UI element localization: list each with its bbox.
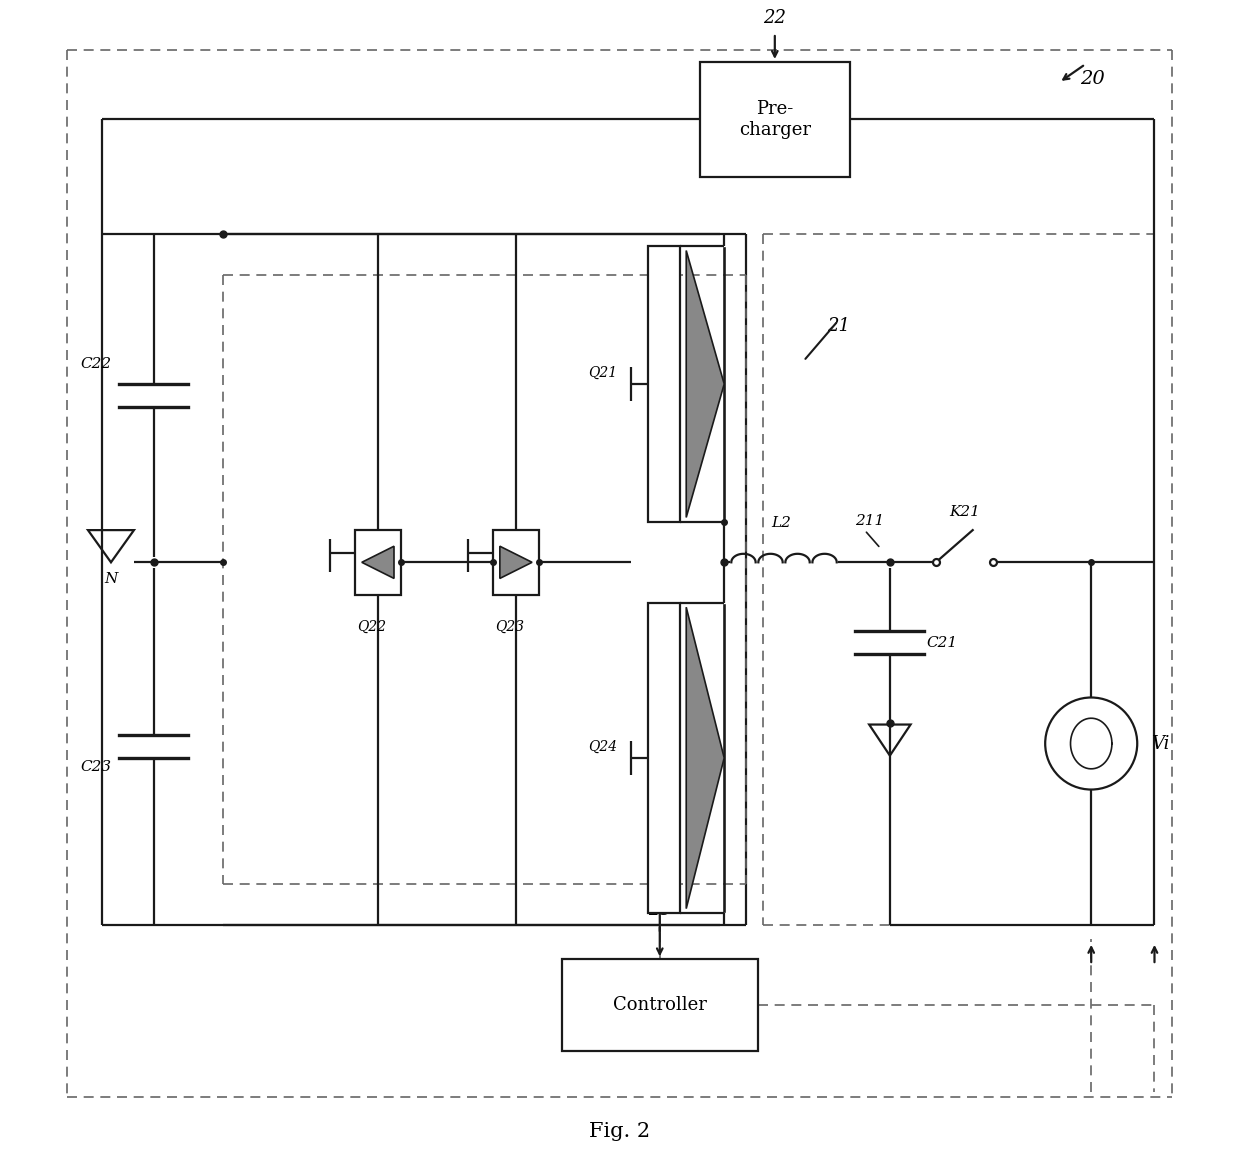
Text: L2: L2 <box>771 516 790 530</box>
Text: Vi: Vi <box>1151 735 1170 752</box>
Text: Q23: Q23 <box>496 620 525 634</box>
Text: Q21: Q21 <box>589 365 617 379</box>
Text: C21: C21 <box>927 636 958 650</box>
Text: C23: C23 <box>81 759 112 773</box>
Polygon shape <box>686 607 725 909</box>
Polygon shape <box>362 546 394 578</box>
Text: N: N <box>104 571 118 585</box>
Text: 20: 20 <box>1079 70 1104 88</box>
Polygon shape <box>686 250 725 517</box>
Bar <box>648 246 680 522</box>
Text: K21: K21 <box>949 504 980 518</box>
Text: 23: 23 <box>648 901 672 919</box>
Bar <box>354 530 401 595</box>
Text: 211: 211 <box>855 513 885 527</box>
Text: C22: C22 <box>81 357 112 371</box>
Polygon shape <box>499 546 532 578</box>
Text: Controller: Controller <box>613 997 706 1014</box>
Text: Fig. 2: Fig. 2 <box>589 1122 650 1142</box>
Bar <box>493 530 539 595</box>
Bar <box>648 603 680 913</box>
Text: 21: 21 <box>826 318 850 335</box>
Text: Pre-
charger: Pre- charger <box>738 100 810 139</box>
Text: 22: 22 <box>763 9 787 28</box>
Text: Q22: Q22 <box>358 620 387 634</box>
Text: Q24: Q24 <box>589 739 617 753</box>
Bar <box>563 960 757 1051</box>
Bar <box>700 61 850 177</box>
